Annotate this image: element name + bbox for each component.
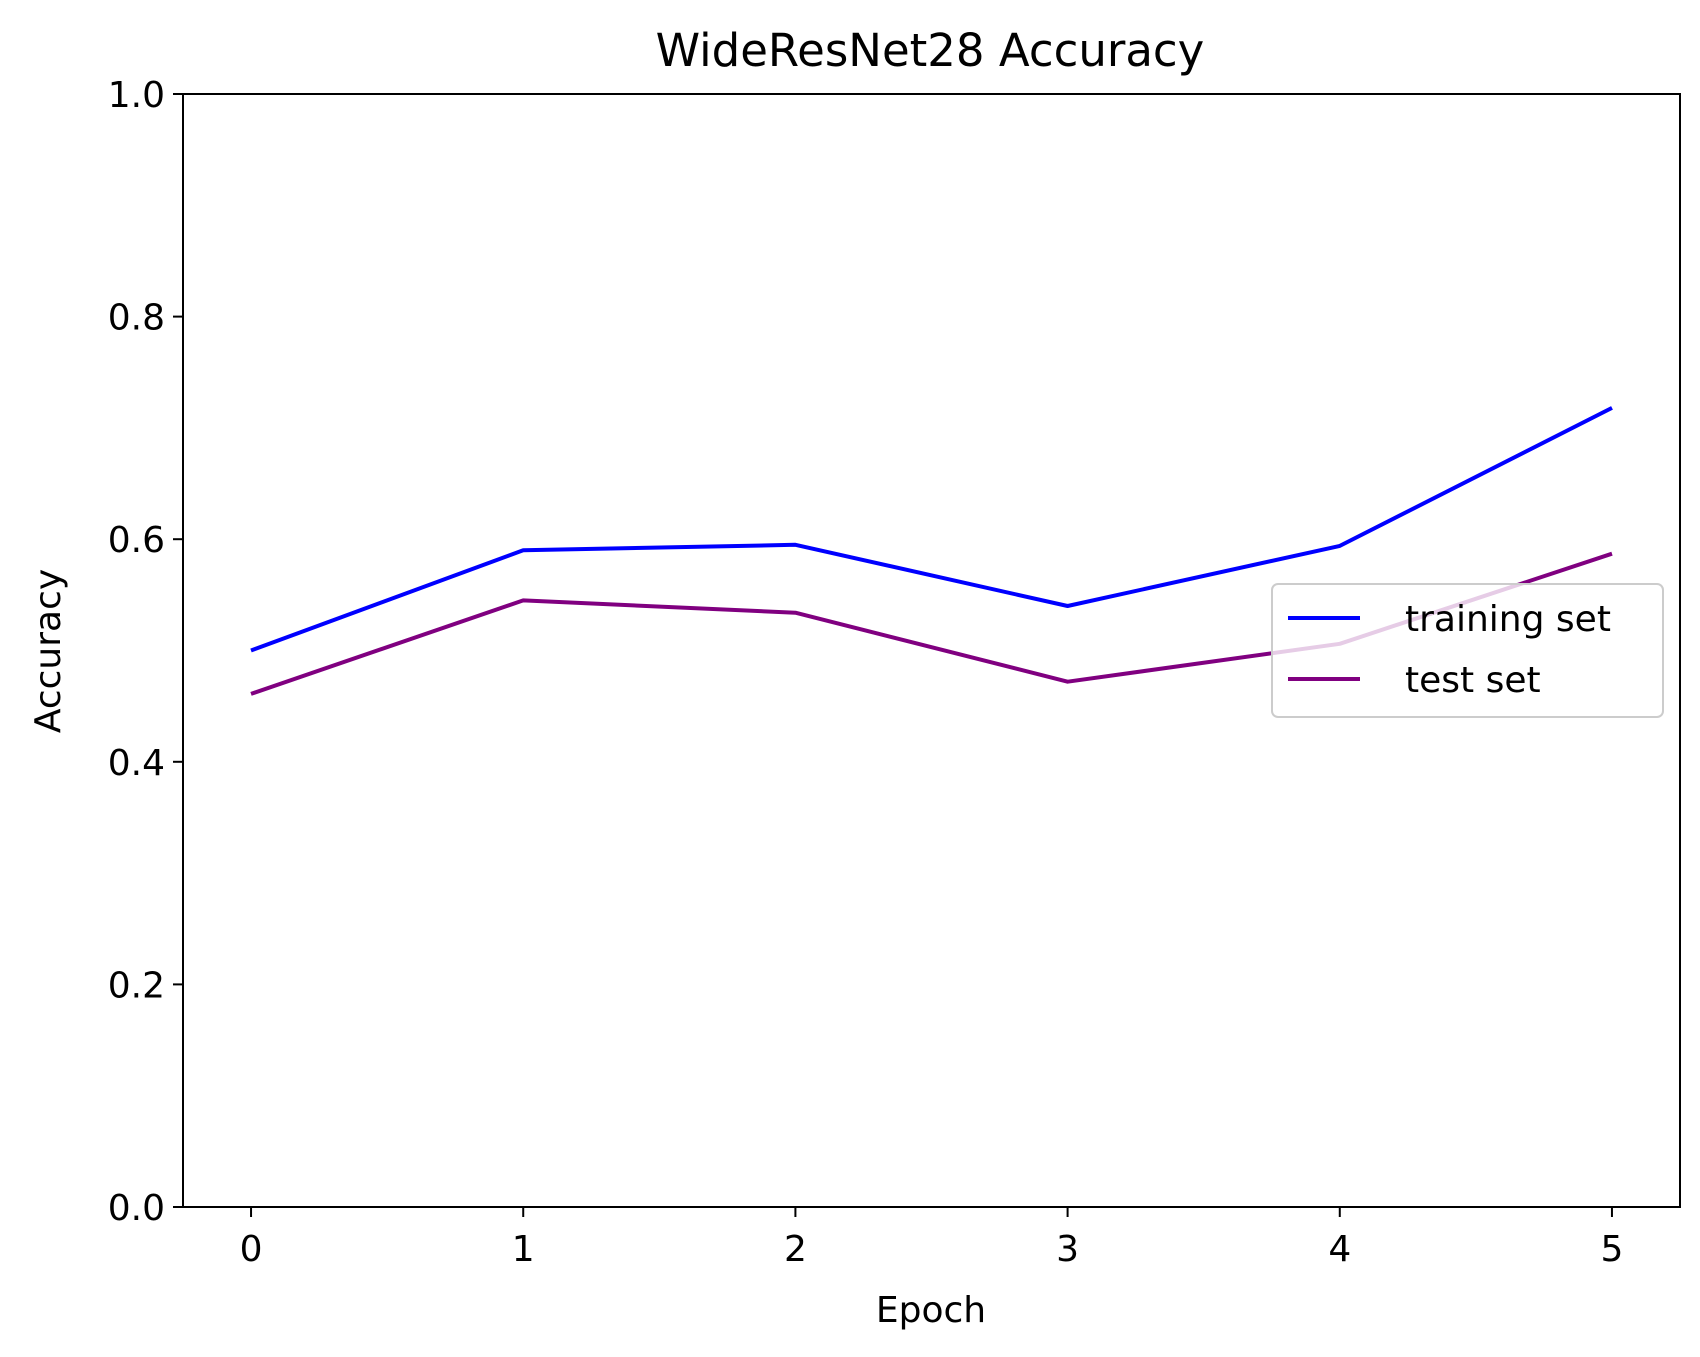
y-tick-label: 0.6 (108, 520, 165, 561)
x-tick-label: 3 (1056, 1229, 1079, 1270)
x-tick-label: 0 (240, 1229, 263, 1270)
series-line-training-set (250, 406, 1613, 653)
y-axis-label: Accuracy (28, 569, 69, 733)
y-tick-label: 0.8 (108, 298, 165, 339)
y-axis: 0.0 0.2 0.4 0.6 0.8 1.0 (108, 75, 183, 1229)
y-tick-label: 0.4 (108, 743, 165, 784)
legend-box (1271, 583, 1664, 718)
y-tick-label: 0.2 (108, 965, 165, 1006)
y-tick-label: 1.0 (108, 75, 165, 116)
x-tick-label: 5 (1601, 1229, 1624, 1270)
y-tick-label: 0.0 (108, 1188, 165, 1229)
legend-label: test set (1405, 660, 1541, 701)
legend: training set test set (1271, 583, 1664, 718)
chart-title: WideResNet28 Accuracy (656, 24, 1205, 77)
x-tick-label: 2 (784, 1229, 807, 1270)
x-tick-label: 4 (1328, 1229, 1351, 1270)
x-axis-label: Epoch (876, 1290, 986, 1331)
plot-frame (182, 93, 1681, 1208)
x-tick-label: 1 (512, 1229, 535, 1270)
x-axis: 0 1 2 3 4 5 (240, 1207, 1624, 1270)
legend-label: training set (1405, 599, 1611, 640)
